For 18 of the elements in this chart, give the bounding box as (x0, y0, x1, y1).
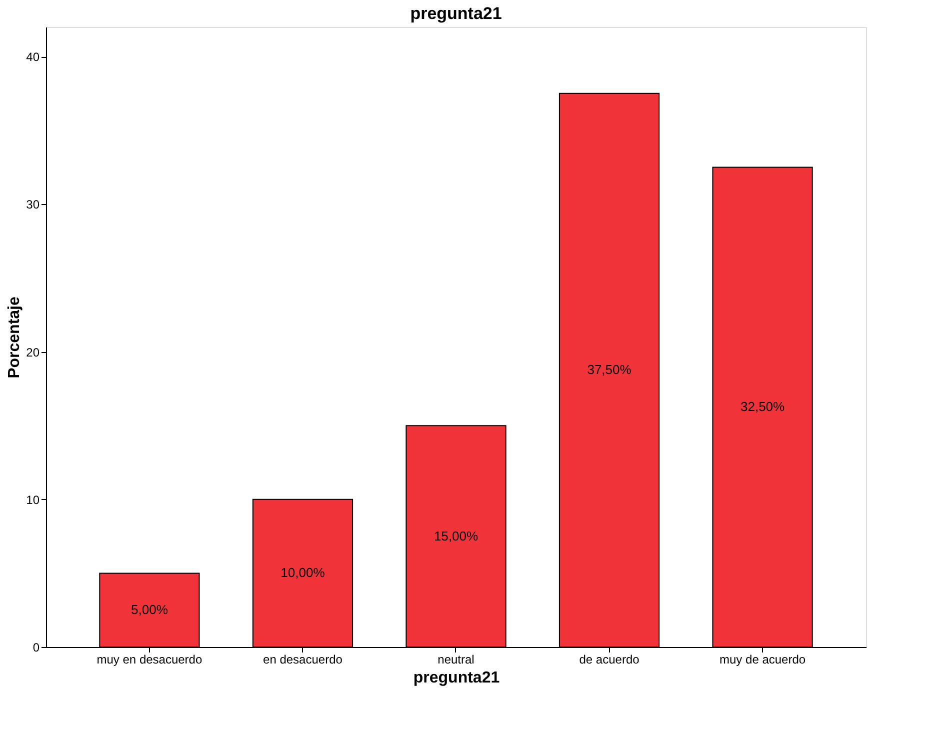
data-label: 10,00% (280, 565, 326, 580)
data-label: 32,50% (740, 399, 786, 414)
data-label: 5,00% (131, 602, 168, 618)
y-tick-label: 10 (26, 492, 40, 507)
y-tick-label: 40 (26, 50, 40, 64)
data-label: 15,00% (434, 528, 478, 544)
x-tick-label: muy de acuerdo (720, 652, 806, 666)
y-axis-title: Porcentaje (6, 296, 24, 378)
x-tick-label: neutral (438, 652, 474, 666)
y-tick-label: 30 (26, 198, 40, 212)
chart-title: pregunta21 (410, 4, 502, 23)
x-tick-label: de acuerdo (579, 652, 640, 666)
y-tick-label: 20 (26, 345, 40, 360)
y-tick-label: 0 (32, 640, 40, 654)
data-label: 37,50% (587, 362, 632, 378)
x-axis-title: pregunta21 (413, 670, 500, 686)
x-tick-label: muy en desacuerdo (96, 652, 202, 666)
x-tick-label: en desacuerdo (263, 652, 343, 666)
